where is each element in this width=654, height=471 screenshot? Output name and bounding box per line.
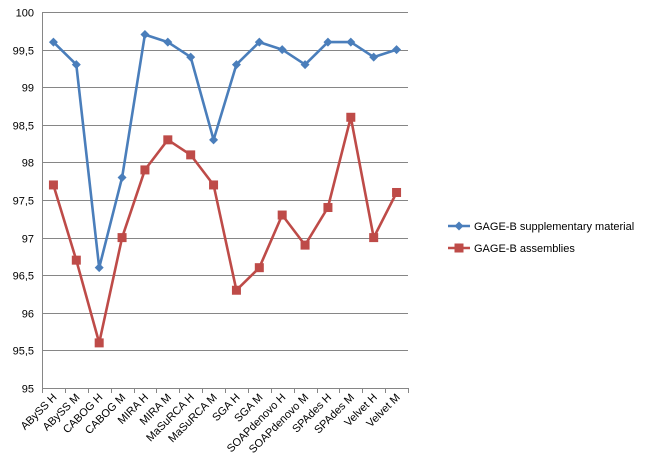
y-tick-label: 97 [22, 234, 34, 246]
data-point [163, 37, 173, 47]
data-point [323, 37, 333, 47]
data-point [346, 112, 356, 122]
series-layer [48, 30, 402, 348]
y-tick-label: 98 [22, 158, 34, 170]
y-tick-label: 98,5 [13, 121, 34, 133]
data-point [323, 203, 333, 213]
data-point [94, 338, 104, 348]
data-point [163, 135, 173, 145]
data-point [186, 52, 196, 62]
data-point [392, 187, 402, 197]
data-point [117, 233, 127, 243]
legend-marker [454, 243, 464, 253]
legend-label: GAGE-B supplementary material [474, 221, 634, 233]
data-point [277, 45, 287, 55]
data-point [231, 285, 241, 295]
legend-marker [454, 221, 464, 231]
y-tick-label: 99 [22, 83, 34, 95]
data-point [392, 45, 402, 55]
data-point [369, 233, 379, 243]
data-point [186, 150, 196, 160]
data-point [94, 263, 104, 273]
y-tick-label: 96,5 [13, 271, 34, 283]
legend-label: GAGE-B assemblies [474, 243, 575, 255]
data-point [209, 135, 219, 145]
data-point [254, 37, 264, 47]
data-point [209, 180, 219, 190]
data-point [254, 263, 264, 273]
data-point [231, 60, 241, 70]
y-tick-label: 96 [22, 309, 34, 321]
legend: GAGE-B supplementary material GAGE-B asse… [448, 221, 634, 255]
data-point [300, 60, 310, 70]
data-point [117, 172, 127, 182]
data-point [300, 240, 310, 250]
data-point [369, 52, 379, 62]
series-line [52, 33, 398, 270]
data-point [140, 165, 150, 175]
series-line [52, 116, 398, 345]
y-tick-label: 99,5 [13, 46, 34, 58]
data-point [277, 210, 287, 220]
data-point [346, 37, 356, 47]
data-point [71, 255, 81, 265]
y-tick-label: 95 [22, 384, 34, 396]
y-axis-tick-labels: 95 95,5 96 96,5 97 97,5 98 98,5 99 99,5 100 [13, 8, 34, 396]
y-tick-label: 95,5 [13, 346, 34, 358]
data-point [48, 180, 58, 190]
y-tick-label: 100 [16, 8, 34, 20]
y-tick-label: 97,5 [13, 196, 34, 208]
data-point [140, 30, 150, 40]
data-point [71, 60, 81, 70]
data-point [48, 37, 58, 47]
